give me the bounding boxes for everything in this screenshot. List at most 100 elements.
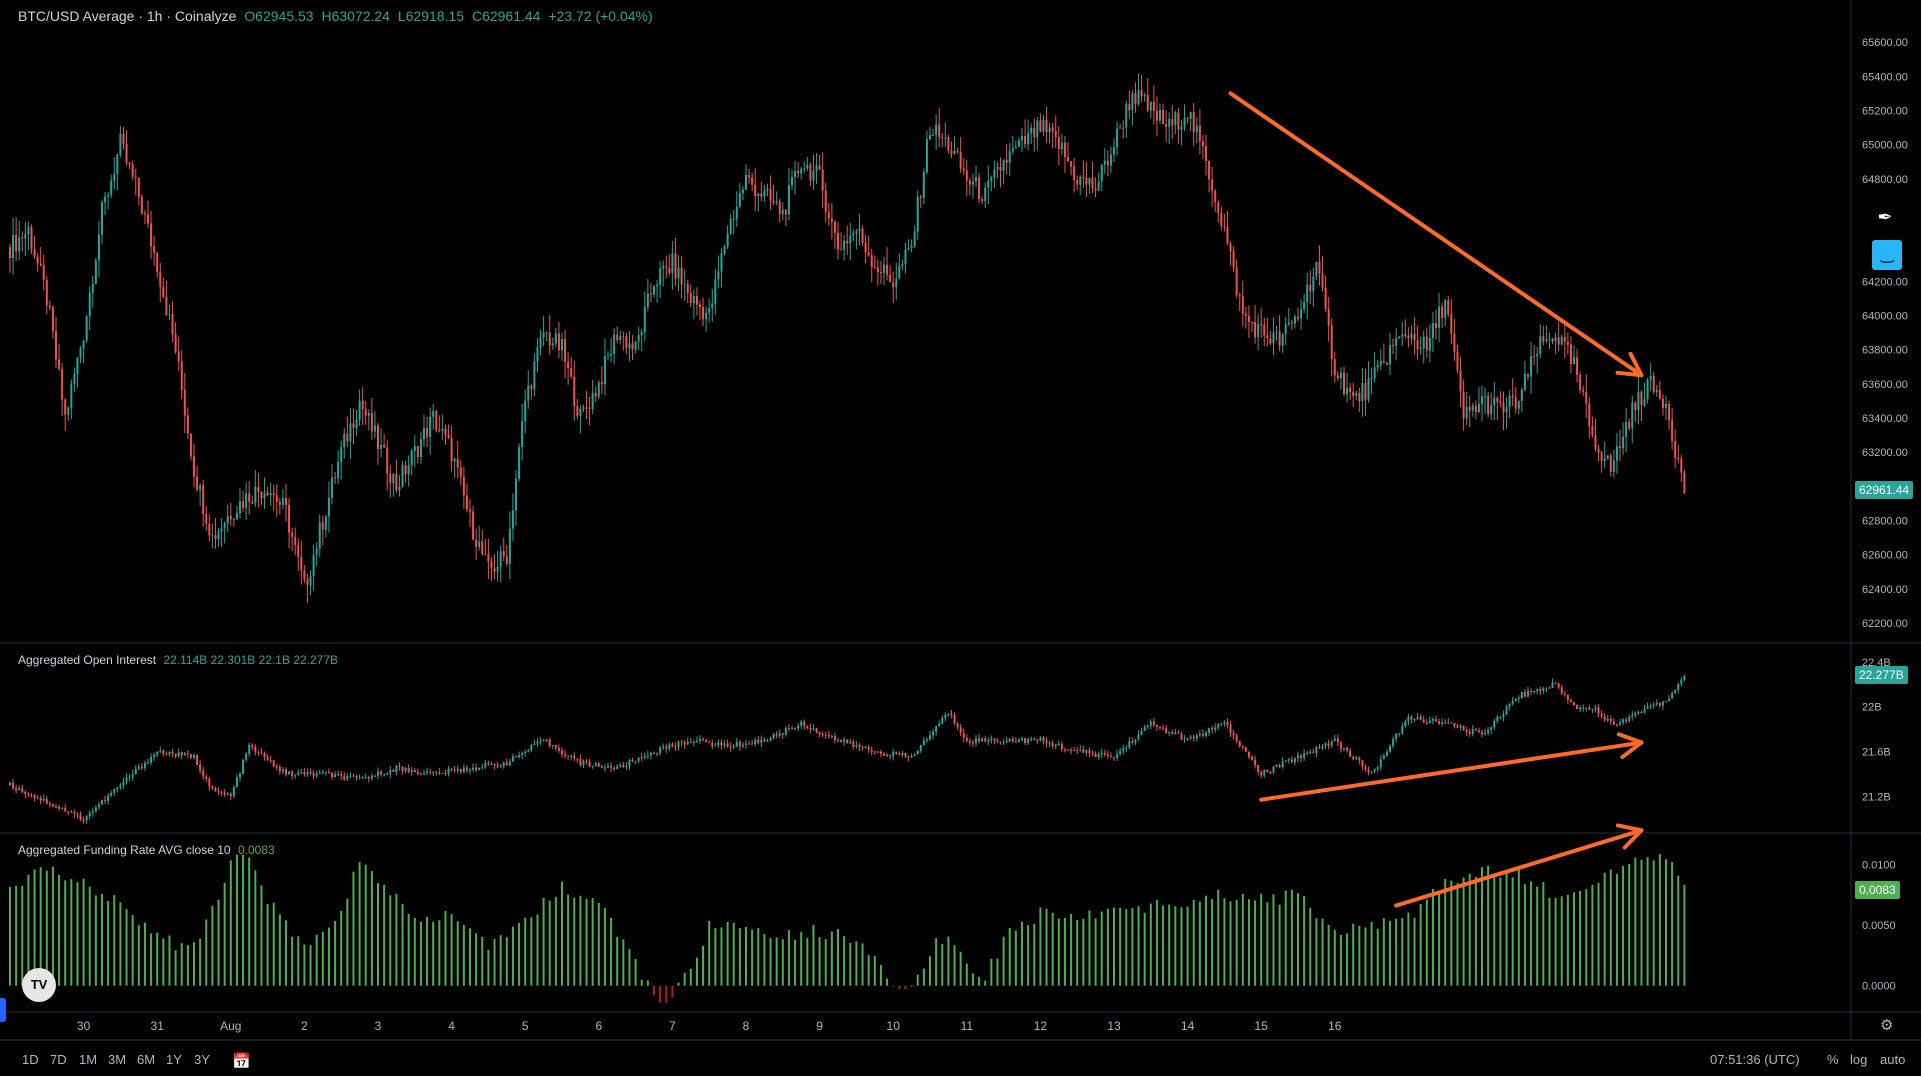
candle-body: [1201, 141, 1204, 146]
funding-bar: [1070, 914, 1073, 986]
candle-body: [208, 778, 211, 787]
trend-arrow-line[interactable]: [1228, 91, 1644, 378]
candle-body: [79, 348, 82, 358]
candle-body: [879, 272, 882, 274]
symbol-title[interactable]: BTC/USD Average · 1h · Coinalyze: [18, 8, 237, 24]
candle-body: [97, 804, 100, 808]
trend-arrow-head[interactable]: [1615, 823, 1644, 850]
sidebar-handle[interactable]: [0, 998, 6, 1022]
candle-body: [778, 733, 781, 736]
candle-body: [1143, 95, 1146, 97]
funding-bar: [1217, 889, 1220, 986]
candle-body: [1146, 95, 1149, 111]
funding-bar: [1143, 912, 1146, 986]
calendar-icon[interactable]: 📅: [232, 1053, 251, 1070]
axes: 62200.00 62400.00 62600.00 62800.00 63200.00…: [0, 0, 1921, 1041]
log-toggle[interactable]: log: [1850, 1052, 1868, 1067]
candle-body: [1063, 142, 1066, 158]
candle-body: [1048, 742, 1051, 744]
candle-body: [1346, 387, 1349, 395]
trend-arrow-line[interactable]: [1394, 828, 1644, 908]
candle-body: [1382, 755, 1385, 760]
candle-body: [735, 206, 738, 219]
funding-bar: [1247, 899, 1250, 986]
candle-body: [128, 777, 131, 779]
funding-bar: [278, 914, 281, 986]
candle-body: [426, 428, 429, 438]
settings-icon[interactable]: ⚙: [1880, 1017, 1894, 1034]
candle-body: [1640, 712, 1643, 714]
range-1y-button[interactable]: 1Y: [166, 1052, 182, 1067]
range-3m-button[interactable]: 3M: [108, 1052, 127, 1067]
fr-legend: Aggregated Funding Rate AVG close 10 0.0…: [18, 843, 275, 857]
price-panel[interactable]: [9, 73, 1686, 603]
funding-bar: [757, 928, 760, 986]
candle-body: [73, 811, 76, 814]
tradingview-logo[interactable]: TV: [22, 968, 56, 1002]
trend-arrow-head[interactable]: [1615, 351, 1644, 378]
candle-body: [1315, 261, 1318, 277]
x-tick-label: 5: [522, 1019, 529, 1033]
candle-body: [861, 746, 864, 748]
open-interest-panel[interactable]: [9, 674, 1686, 824]
funding-bar: [1002, 936, 1005, 986]
candle-body: [294, 536, 297, 546]
candle-body: [401, 767, 404, 771]
candle-body: [830, 736, 833, 738]
funding-bar: [1290, 889, 1293, 986]
auto-toggle[interactable]: auto: [1880, 1052, 1906, 1067]
funding-bar: [640, 980, 643, 986]
oi-title[interactable]: Aggregated Open Interest: [18, 653, 157, 667]
drawing-tool-icon[interactable]: ✒: [1877, 207, 1893, 227]
candle-body: [1119, 127, 1122, 129]
candle-body: [564, 754, 567, 756]
candle-body: [855, 744, 858, 747]
range-7d-button[interactable]: 7D: [50, 1052, 67, 1067]
fr-title[interactable]: Aggregated Funding Rate AVG close 10: [18, 843, 231, 857]
funding-bar: [603, 908, 606, 986]
candle-body: [398, 487, 401, 491]
trend-arrow-head[interactable]: [1616, 732, 1644, 760]
funding-bar: [1008, 927, 1011, 986]
range-1d-button[interactable]: 1D: [22, 1052, 39, 1067]
funding-bar: [616, 936, 619, 986]
y-tick-label: 64000.00: [1862, 310, 1908, 322]
candle-body: [689, 741, 692, 743]
percent-toggle[interactable]: %: [1827, 1052, 1839, 1067]
candle-body: [864, 746, 867, 748]
candle-body: [1554, 337, 1557, 342]
oi-legend: Aggregated Open Interest 22.114B 22.301B…: [18, 653, 338, 667]
funding-bar: [186, 945, 189, 986]
funding-bar: [1039, 907, 1042, 986]
candle-body: [232, 519, 235, 521]
open-value: O62945.53: [244, 8, 314, 24]
candle-body: [122, 133, 125, 144]
candle-body: [352, 423, 355, 428]
candle-body: [784, 727, 787, 735]
candle-body: [515, 478, 517, 511]
candle-body: [699, 739, 701, 741]
candle-body: [925, 139, 928, 173]
candle-body: [419, 439, 422, 458]
candle-body: [1450, 722, 1453, 724]
candle-body: [1625, 422, 1628, 437]
candle-body: [993, 738, 996, 741]
candle-body: [1530, 690, 1533, 692]
candle-body: [266, 492, 269, 496]
candle-body: [545, 739, 548, 742]
funding-rate-panel[interactable]: [9, 853, 1686, 1004]
trend-arrow-line[interactable]: [1259, 740, 1644, 802]
funding-bar: [499, 935, 502, 986]
candle-body: [1594, 707, 1597, 710]
range-3y-button[interactable]: 3Y: [194, 1052, 210, 1067]
candle-body: [800, 168, 803, 174]
candle-body: [1195, 125, 1198, 133]
utc-clock[interactable]: 07:51:36 (UTC): [1710, 1052, 1800, 1067]
emoji-tool-icon[interactable]: ‿: [1872, 240, 1902, 270]
candle-body: [392, 770, 395, 772]
candle-body: [711, 742, 714, 747]
candle-body: [1634, 402, 1637, 411]
candle-body: [1395, 733, 1398, 740]
range-6m-button[interactable]: 6M: [137, 1052, 156, 1067]
range-1m-button[interactable]: 1M: [79, 1052, 98, 1067]
